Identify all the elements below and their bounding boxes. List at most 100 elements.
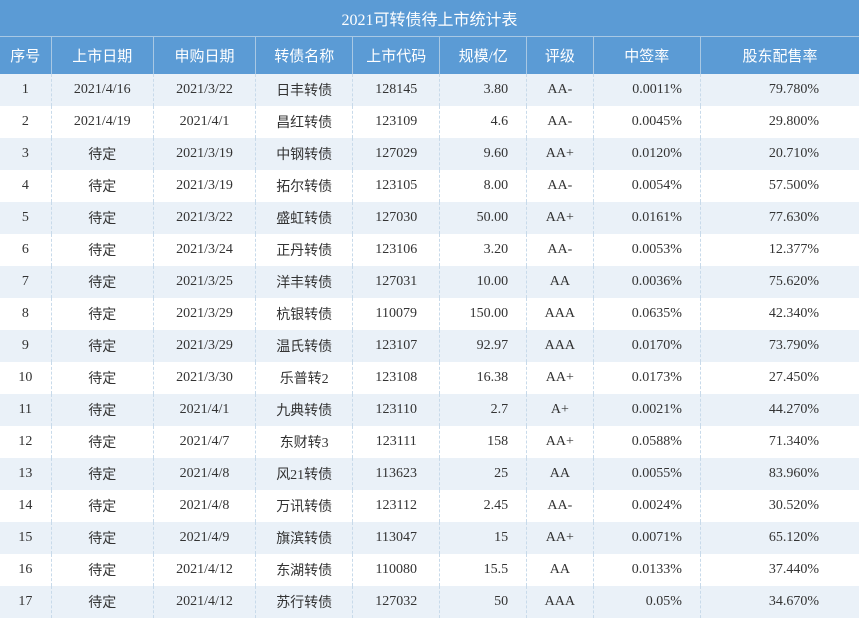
- cell: 2021/3/29: [153, 330, 255, 362]
- col-header-scale: 规模/亿: [440, 37, 527, 74]
- cell: 2021/4/9: [153, 522, 255, 554]
- cell: 待定: [51, 170, 153, 202]
- cell: 0.0036%: [593, 266, 700, 298]
- cell: 110079: [353, 298, 440, 330]
- cell: 待定: [51, 426, 153, 458]
- col-header-purchase-date: 申购日期: [153, 37, 255, 74]
- cell: 待定: [51, 362, 153, 394]
- cell: 拓尔转债: [256, 170, 353, 202]
- cell: 0.0024%: [593, 490, 700, 522]
- cell: AA: [527, 554, 593, 586]
- table-row: 4待定2021/3/19拓尔转债1231058.00AA-0.0054%57.5…: [0, 170, 859, 202]
- cell: 25: [440, 458, 527, 490]
- cell: 苏行转债: [256, 586, 353, 618]
- cell: 50: [440, 586, 527, 618]
- cell: 128145: [353, 74, 440, 106]
- cell: 4: [0, 170, 51, 202]
- cell: AA+: [527, 202, 593, 234]
- col-header-listing-date: 上市日期: [51, 37, 153, 74]
- cell: 15: [0, 522, 51, 554]
- cell: 75.620%: [700, 266, 859, 298]
- cell: 日丰转债: [256, 74, 353, 106]
- cell: 正丹转债: [256, 234, 353, 266]
- cell: 0.0011%: [593, 74, 700, 106]
- cell: 0.0054%: [593, 170, 700, 202]
- cell: 0.0170%: [593, 330, 700, 362]
- cell: 127032: [353, 586, 440, 618]
- cell: 4.6: [440, 106, 527, 138]
- cell: 2021/3/25: [153, 266, 255, 298]
- cell: 42.340%: [700, 298, 859, 330]
- cell: 0.0053%: [593, 234, 700, 266]
- col-header-win-rate: 中签率: [593, 37, 700, 74]
- cell: 12: [0, 426, 51, 458]
- cell: 10.00: [440, 266, 527, 298]
- cell: 123107: [353, 330, 440, 362]
- cell: 2021/3/24: [153, 234, 255, 266]
- cell: 0.0173%: [593, 362, 700, 394]
- cell: 风21转债: [256, 458, 353, 490]
- table-row: 16待定2021/4/12东湖转债11008015.5AA0.0133%37.4…: [0, 554, 859, 586]
- table-row: 7待定2021/3/25洋丰转债12703110.00AA0.0036%75.6…: [0, 266, 859, 298]
- cell: 110080: [353, 554, 440, 586]
- cell: 2.7: [440, 394, 527, 426]
- cell: 83.960%: [700, 458, 859, 490]
- cell: 2021/4/8: [153, 490, 255, 522]
- cell: 2021/3/19: [153, 170, 255, 202]
- cell: 乐普转2: [256, 362, 353, 394]
- cell: 待定: [51, 138, 153, 170]
- cell: 待定: [51, 522, 153, 554]
- cell: 27.450%: [700, 362, 859, 394]
- table-row: 5待定2021/3/22盛虹转债12703050.00AA+0.0161%77.…: [0, 202, 859, 234]
- cell: 30.520%: [700, 490, 859, 522]
- table-row: 8待定2021/3/29杭银转债110079150.00AAA0.0635%42…: [0, 298, 859, 330]
- cell: AA-: [527, 490, 593, 522]
- cell: 6: [0, 234, 51, 266]
- cell: 待定: [51, 202, 153, 234]
- cell: 2021/4/7: [153, 426, 255, 458]
- table-row: 11待定2021/4/1九典转债1231102.7A+0.0021%44.270…: [0, 394, 859, 426]
- cell: AA+: [527, 138, 593, 170]
- cell: 0.0588%: [593, 426, 700, 458]
- cell: 0.0055%: [593, 458, 700, 490]
- col-header-rating: 评级: [527, 37, 593, 74]
- cell: 9.60: [440, 138, 527, 170]
- cell: 2021/3/29: [153, 298, 255, 330]
- cell: 7: [0, 266, 51, 298]
- cell: 2021/4/12: [153, 586, 255, 618]
- cell: 东湖转债: [256, 554, 353, 586]
- table-row: 12021/4/162021/3/22日丰转债1281453.80AA-0.00…: [0, 74, 859, 106]
- cell: 待定: [51, 298, 153, 330]
- cell: 2021/4/12: [153, 554, 255, 586]
- cell: 123112: [353, 490, 440, 522]
- cell: 29.800%: [700, 106, 859, 138]
- cell: 123108: [353, 362, 440, 394]
- cell: A+: [527, 394, 593, 426]
- cell: 15: [440, 522, 527, 554]
- cell: 中钢转债: [256, 138, 353, 170]
- col-header-bond-name: 转债名称: [256, 37, 353, 74]
- cell: AA-: [527, 74, 593, 106]
- cell: 123111: [353, 426, 440, 458]
- cell: 9: [0, 330, 51, 362]
- cell: 2021/4/16: [51, 74, 153, 106]
- cell: 127030: [353, 202, 440, 234]
- cell: AAA: [527, 298, 593, 330]
- cell: 2.45: [440, 490, 527, 522]
- table-row: 3待定2021/3/19中钢转债1270299.60AA+0.0120%20.7…: [0, 138, 859, 170]
- cell: AAA: [527, 330, 593, 362]
- cell: 34.670%: [700, 586, 859, 618]
- cell: 温氏转债: [256, 330, 353, 362]
- cell: 13: [0, 458, 51, 490]
- cell: 113623: [353, 458, 440, 490]
- cell: 0.0161%: [593, 202, 700, 234]
- cell: AAA: [527, 586, 593, 618]
- header-row: 序号 上市日期 申购日期 转债名称 上市代码 规模/亿 评级 中签率 股东配售率: [0, 37, 859, 74]
- cell: 16.38: [440, 362, 527, 394]
- cell: 8: [0, 298, 51, 330]
- cell: 2021/4/1: [153, 394, 255, 426]
- cell: 16: [0, 554, 51, 586]
- cell: 92.97: [440, 330, 527, 362]
- cell: AA-: [527, 234, 593, 266]
- cell: AA-: [527, 170, 593, 202]
